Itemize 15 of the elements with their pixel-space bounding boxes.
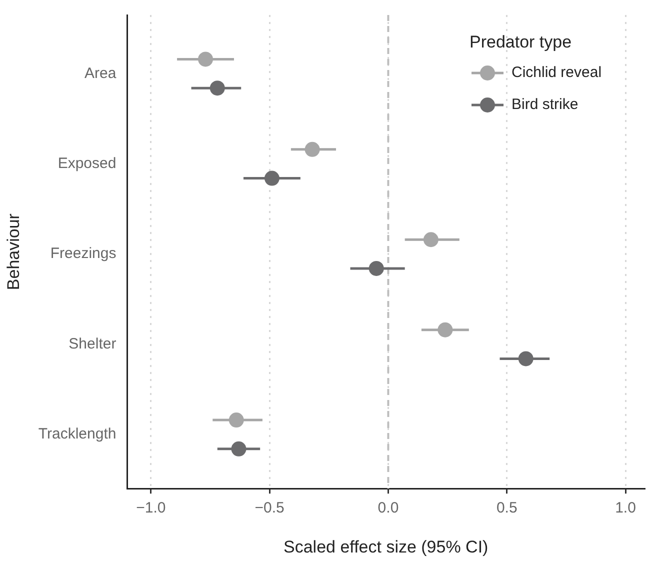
x-axis-title: Scaled effect size (95% CI) <box>283 537 488 556</box>
x-tick-label: −0.5 <box>254 500 284 517</box>
legend-title: Predator type <box>470 32 572 52</box>
y-tick-label: Tracklength <box>38 426 116 443</box>
y-axis-title: Behaviour <box>4 213 23 290</box>
x-tick-label: 0.5 <box>496 500 518 517</box>
x-tick-label: −1.0 <box>136 500 166 517</box>
y-tick-label: Area <box>84 64 117 82</box>
y-tick-label: Freezings <box>50 245 116 262</box>
x-tick-label: 0.0 <box>378 500 399 517</box>
y-tick-label: Exposed <box>58 154 116 172</box>
legend-label: Bird strike <box>512 96 578 114</box>
y-tick-label: Shelter <box>68 335 116 352</box>
x-tick-label: 1.0 <box>615 500 636 517</box>
legend-label: Cichlid reveal <box>512 64 602 82</box>
